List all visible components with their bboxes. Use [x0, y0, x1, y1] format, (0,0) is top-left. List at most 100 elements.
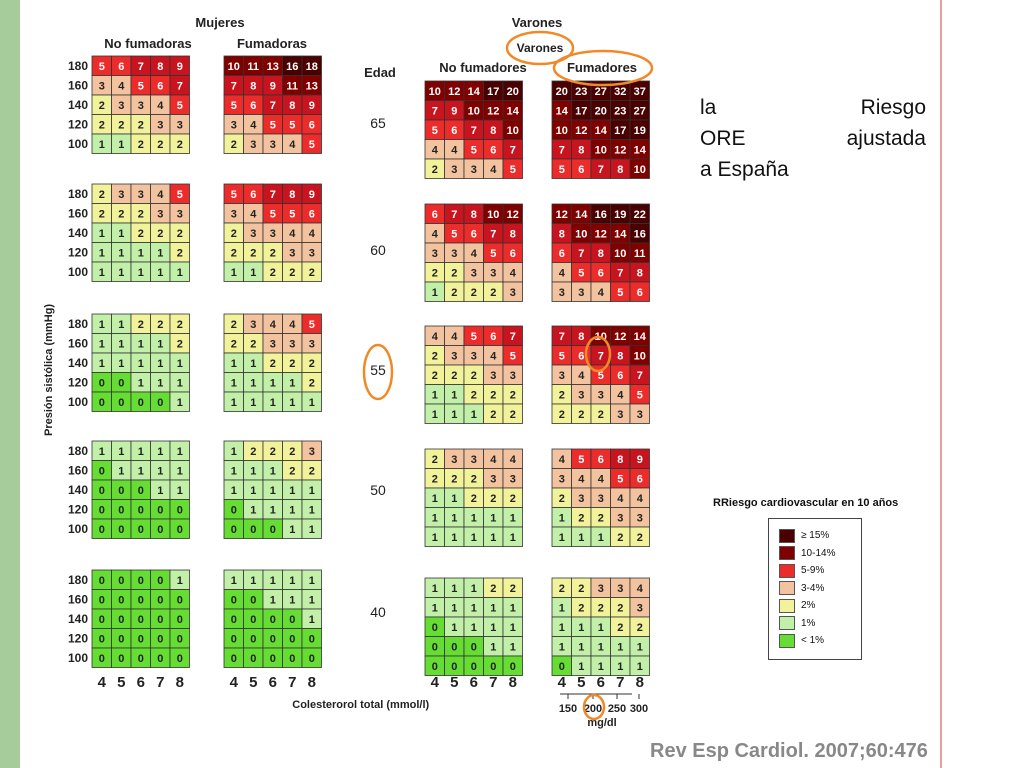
- risk-cell-value: 1: [578, 622, 584, 634]
- risk-cell-value: 0: [157, 614, 163, 626]
- risk-cell-value: 2: [118, 208, 124, 220]
- risk-cell-value: 11: [634, 248, 646, 260]
- risk-cell-value: 6: [598, 267, 604, 279]
- risk-cell-value: 12: [507, 209, 519, 221]
- risk-cell-value: 1: [289, 397, 295, 409]
- risk-cell-value: 1: [432, 512, 438, 524]
- sbp-tick-label: 100: [68, 137, 88, 151]
- risk-cell-value: 8: [617, 454, 623, 466]
- risk-cell-value: 1: [510, 622, 516, 634]
- risk-cell: [301, 261, 322, 282]
- risk-cell-value: 1: [289, 504, 295, 516]
- risk-cell-value: 2: [138, 319, 144, 331]
- risk-cell-value: 0: [432, 622, 438, 634]
- risk-cell-value: 7: [598, 164, 604, 176]
- risk-cell-value: 0: [231, 594, 237, 606]
- risk-cell-value: 4: [490, 454, 497, 466]
- sbp-tick-label: 140: [68, 226, 88, 240]
- risk-cell-value: 17: [487, 86, 499, 98]
- risk-cell-value: 2: [138, 119, 144, 131]
- risk-cell-value: 1: [118, 358, 124, 370]
- risk-cell-value: 1: [157, 446, 163, 458]
- right-decor-line: [940, 0, 942, 768]
- risk-cell-value: 10: [634, 350, 646, 362]
- risk-cell-value: 0: [99, 504, 105, 516]
- risk-cell-value: 2: [138, 139, 144, 151]
- risk-cell-value: 8: [617, 164, 623, 176]
- risk-cell-value: 0: [451, 661, 457, 673]
- risk-cell-value: 2: [270, 247, 276, 259]
- risk-cell-value: 3: [250, 139, 256, 151]
- risk-cell-value: 1: [138, 338, 144, 350]
- risk-cell-value: 3: [231, 208, 237, 220]
- risk-cell-value: 1: [138, 377, 144, 389]
- chol-tick-label: 8: [636, 674, 644, 691]
- risk-cell-value: 1: [289, 594, 295, 606]
- risk-cell-value: 14: [468, 86, 481, 98]
- risk-cell-value: 4: [289, 319, 296, 331]
- risk-cell-value: 1: [270, 594, 276, 606]
- risk-cell-value: 0: [118, 485, 124, 497]
- risk-cell-value: 2: [250, 247, 256, 259]
- risk-cell-value: 3: [138, 100, 144, 112]
- risk-cell-value: 1: [138, 358, 144, 370]
- risk-cell-value: 5: [578, 267, 584, 279]
- chol-tick-label: 7: [288, 674, 296, 691]
- risk-cell-value: 4: [617, 493, 624, 505]
- risk-cell-value: 7: [138, 61, 144, 73]
- risk-cell-value: 3: [559, 370, 565, 382]
- risk-cell-value: 1: [578, 532, 584, 544]
- risk-cell-value: 1: [270, 377, 276, 389]
- risk-cell-value: 8: [289, 100, 295, 112]
- risk-cell-value: 3: [471, 164, 477, 176]
- risk-cell-value: 0: [250, 653, 256, 665]
- legend-title-prefix: R: [713, 497, 721, 509]
- risk-cell-value: 2: [118, 119, 124, 131]
- risk-cell-value: 3: [270, 139, 276, 151]
- risk-cell-value: 5: [510, 350, 516, 362]
- risk-cell-value: 1: [490, 602, 496, 614]
- risk-cell-value: 6: [432, 209, 438, 221]
- risk-cell-value: 0: [471, 661, 477, 673]
- legend-label: 10-14%: [801, 547, 836, 559]
- risk-cell-value: 3: [432, 248, 438, 260]
- risk-cell-value: 1: [157, 377, 163, 389]
- risk-cell-value: 7: [270, 100, 276, 112]
- risk-cell-value: 3: [578, 389, 584, 401]
- risk-cell-value: 3: [250, 228, 256, 240]
- risk-cell-value: 2: [578, 602, 584, 614]
- risk-cell-value: 2: [617, 622, 623, 634]
- risk-cell: [629, 403, 650, 424]
- risk-cell-value: 1: [490, 512, 496, 524]
- risk-cell: [301, 647, 322, 668]
- risk-cell-value: 6: [471, 228, 477, 240]
- risk-cell-value: 8: [490, 125, 496, 137]
- risk-cell-value: 10: [228, 61, 240, 73]
- age-label: 50: [370, 482, 386, 498]
- risk-cell: [502, 281, 523, 302]
- risk-cell-value: 2: [471, 493, 477, 505]
- risk-cell-value: 2: [432, 164, 438, 176]
- risk-cell-value: 1: [231, 575, 237, 587]
- risk-cell-value: 1: [598, 622, 604, 634]
- risk-cell-value: 2: [99, 189, 105, 201]
- risk-cell-value: 1: [559, 602, 565, 614]
- legend-label: 1%: [801, 617, 816, 629]
- risk-cell-value: 7: [637, 370, 643, 382]
- risk-cell-value: 1: [118, 267, 124, 279]
- risk-cell-value: 7: [432, 105, 438, 117]
- risk-cell-value: 5: [637, 389, 643, 401]
- sbp-tick-label: 180: [68, 317, 88, 331]
- risk-cell: [502, 526, 523, 547]
- risk-cell-value: 3: [598, 493, 604, 505]
- left-decor-bar: [0, 0, 20, 768]
- risk-cell-value: 9: [309, 100, 315, 112]
- legend-swatch: [779, 528, 795, 543]
- risk-cell-value: 7: [510, 144, 516, 156]
- risk-cell-value: 0: [250, 524, 256, 536]
- risk-cell-value: 5: [510, 164, 516, 176]
- risk-cell-value: 6: [451, 125, 457, 137]
- risk-cell-value: 8: [598, 248, 604, 260]
- risk-cell-value: 1: [270, 575, 276, 587]
- group-title-nonsmoker-women: No fumadoras: [104, 36, 191, 51]
